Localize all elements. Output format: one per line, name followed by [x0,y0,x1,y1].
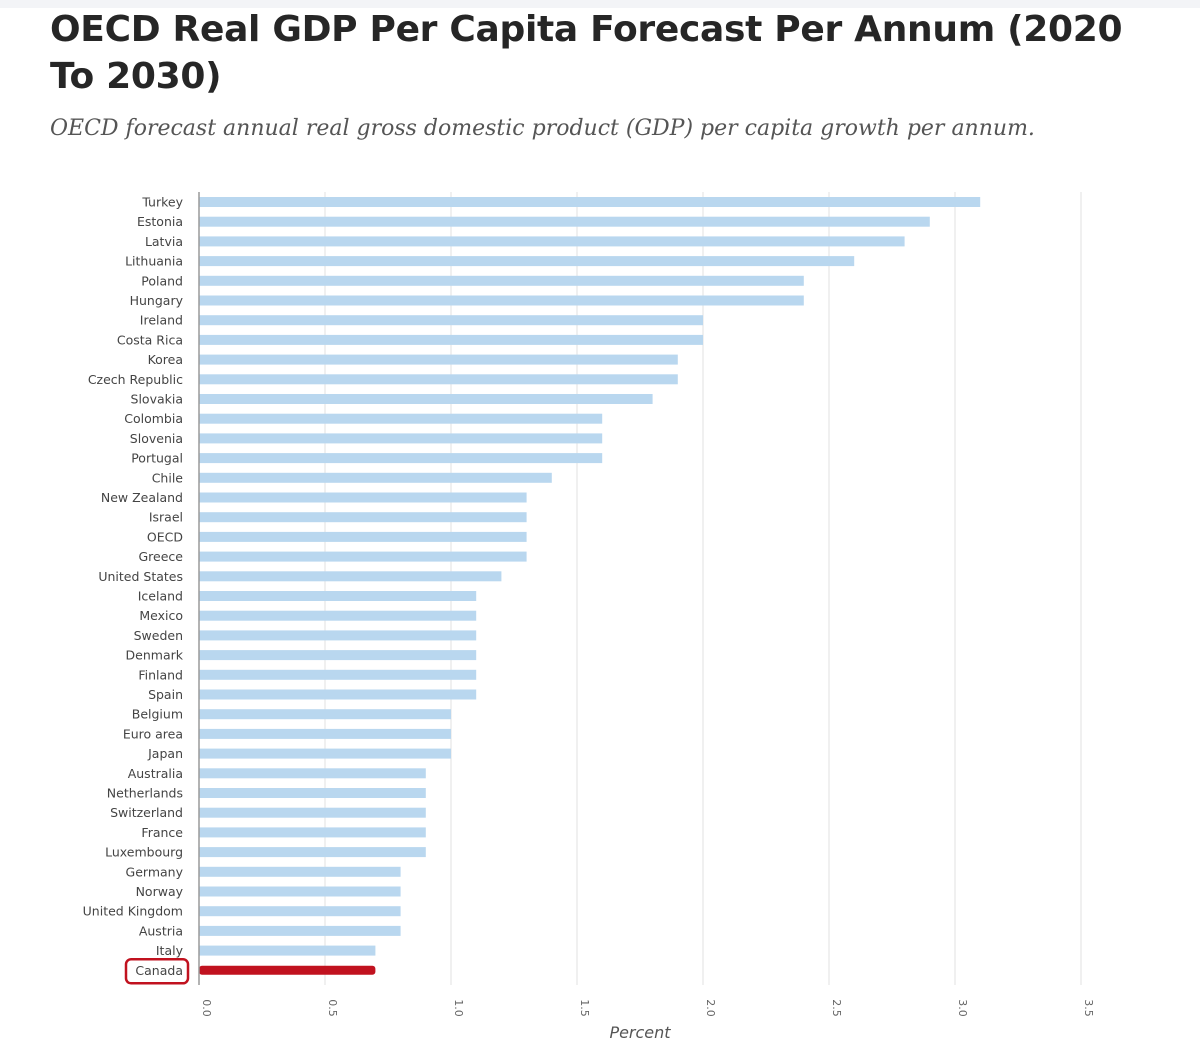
bar-austria [199,925,401,936]
bar-euro-area [199,728,451,739]
category-label: New Zealand [101,490,183,505]
bar-netherlands [199,788,426,798]
category-label: Chile [152,470,184,485]
chart-subtitle: OECD forecast annual real gross domestic… [50,116,1035,141]
bar-switzerland [199,807,426,818]
category-label: Denmark [126,648,184,663]
bar-czech-republic [199,374,678,385]
category-label: United Kingdom [83,904,183,919]
bar-united-kingdom [199,906,401,917]
category-label: Hungary [130,293,184,308]
bar-luxembourg [199,847,426,858]
bar-norway [199,886,401,897]
top-band [0,0,1200,8]
x-tick-label: 3.5 [1082,999,1095,1017]
category-label: Switzerland [110,805,183,820]
category-label: Belgium [132,707,183,722]
category-label: Norway [136,884,184,899]
bar-slovenia [199,433,603,444]
category-label: Sweden [134,628,183,643]
category-label: Czech Republic [88,372,183,387]
category-label: Iceland [138,589,183,604]
chart-title: OECD Real GDP Per Capita Forecast Per An… [50,9,1123,97]
x-tick-label: 3.0 [956,999,969,1017]
category-label: Ireland [140,313,183,328]
category-label: Colombia [124,411,183,426]
x-tick-label: 0.0 [200,999,213,1017]
bar-united-states [199,571,502,582]
category-label: Italy [156,943,184,958]
bar-belgium [199,709,451,720]
category-label: Costa Rica [117,332,183,347]
category-label: Luxembourg [105,845,183,860]
category-label: Estonia [137,214,183,229]
bar-iceland [199,591,477,601]
bar-canada [199,965,376,975]
category-label: Canada [135,963,183,978]
bar-poland [199,275,804,286]
category-label: Latvia [145,234,183,249]
category-label: France [141,825,183,840]
bar-greece [199,551,527,562]
bar-turkey [199,197,981,207]
bar-israel [199,512,527,523]
bar-costa-rica [199,334,703,345]
bar-sweden [199,630,477,641]
category-label: Korea [148,352,183,367]
bar-oecd [199,531,527,542]
category-label: Lithuania [125,254,183,269]
bar-germany [199,866,401,877]
category-label: Euro area [123,726,183,741]
x-tick-label: 2.5 [830,999,843,1017]
category-label: Portugal [131,451,183,466]
category-label: Turkey [141,195,183,210]
bar-finland [199,669,477,680]
category-label: OECD [147,529,183,544]
bar-latvia [199,236,905,247]
category-label: Spain [148,687,183,702]
category-label: Austria [139,923,183,938]
category-label: Japan [147,746,183,761]
x-tick-label: 0.5 [326,999,339,1017]
bar-new-zealand [199,492,527,503]
bar-denmark [199,650,477,661]
category-label: United States [98,569,183,584]
bar-korea [199,354,678,365]
bar-ireland [199,315,703,326]
bar-hungary [199,295,804,306]
category-label: Germany [126,864,184,879]
bar-australia [199,768,426,779]
bar-lithuania [199,256,855,267]
bar-colombia [199,413,603,424]
category-label: Greece [139,549,184,564]
category-label: Poland [141,273,183,288]
bar-mexico [199,610,477,621]
bar-spain [199,689,477,700]
category-label: Australia [128,766,183,781]
category-label: Finland [138,667,183,682]
category-label: Slovakia [131,392,183,407]
x-tick-label: 1.5 [578,999,591,1017]
x-tick-label: 1.0 [452,999,465,1017]
bar-chile [199,472,552,483]
bar-japan [199,748,451,759]
bar-portugal [199,453,603,464]
category-label: Netherlands [107,786,183,801]
x-axis-title: Percent [609,1023,671,1041]
bar-italy [199,945,376,956]
bar-slovakia [199,394,653,404]
x-tick-label: 2.0 [704,999,717,1017]
category-label: Slovenia [130,431,183,446]
category-label: Mexico [139,608,183,623]
bar-france [199,827,426,838]
canada-highlight-box [124,958,190,985]
bar-estonia [199,216,930,227]
category-label: Israel [149,510,183,525]
